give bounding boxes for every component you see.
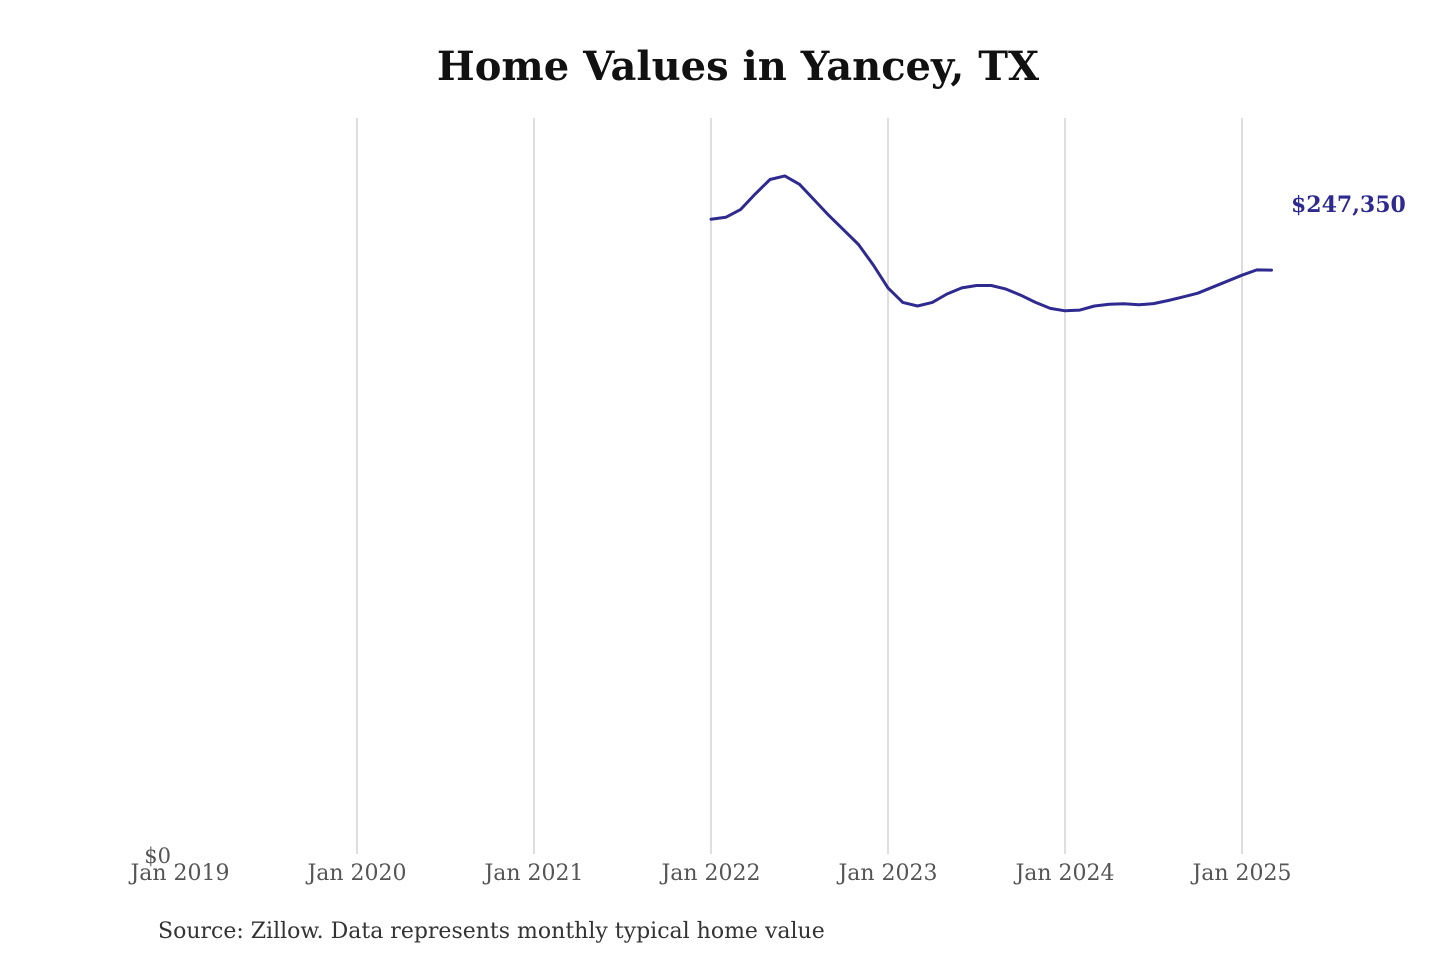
x-tick-label: Jan 2023 — [836, 861, 937, 886]
chart-title: Home Values in Yancey, TX — [437, 43, 1039, 90]
x-axis-labels: Jan 2019 Jan 2020 Jan 2021 Jan 2022 Jan 2023… — [128, 861, 1291, 886]
x-tick-label: Jan 2019 — [128, 861, 229, 886]
source-note: Source: Zillow. Data represents monthly … — [158, 919, 825, 944]
x-tick-label: Jan 2024 — [1013, 861, 1114, 886]
series-line-0 — [709, 174, 1273, 313]
x-tick-label: Jan 2021 — [482, 861, 583, 886]
y-axis-labels: $0 — [144, 844, 171, 868]
series-layer — [709, 174, 1273, 313]
x-tick-label: Jan 2020 — [305, 861, 406, 886]
x-tick-label: Jan 2025 — [1190, 861, 1291, 886]
grid-lines — [356, 118, 1243, 854]
y-tick-label: $0 — [144, 844, 171, 868]
last-value-label: $247,350 — [1291, 192, 1406, 218]
x-tick-label: Jan 2022 — [659, 861, 760, 886]
